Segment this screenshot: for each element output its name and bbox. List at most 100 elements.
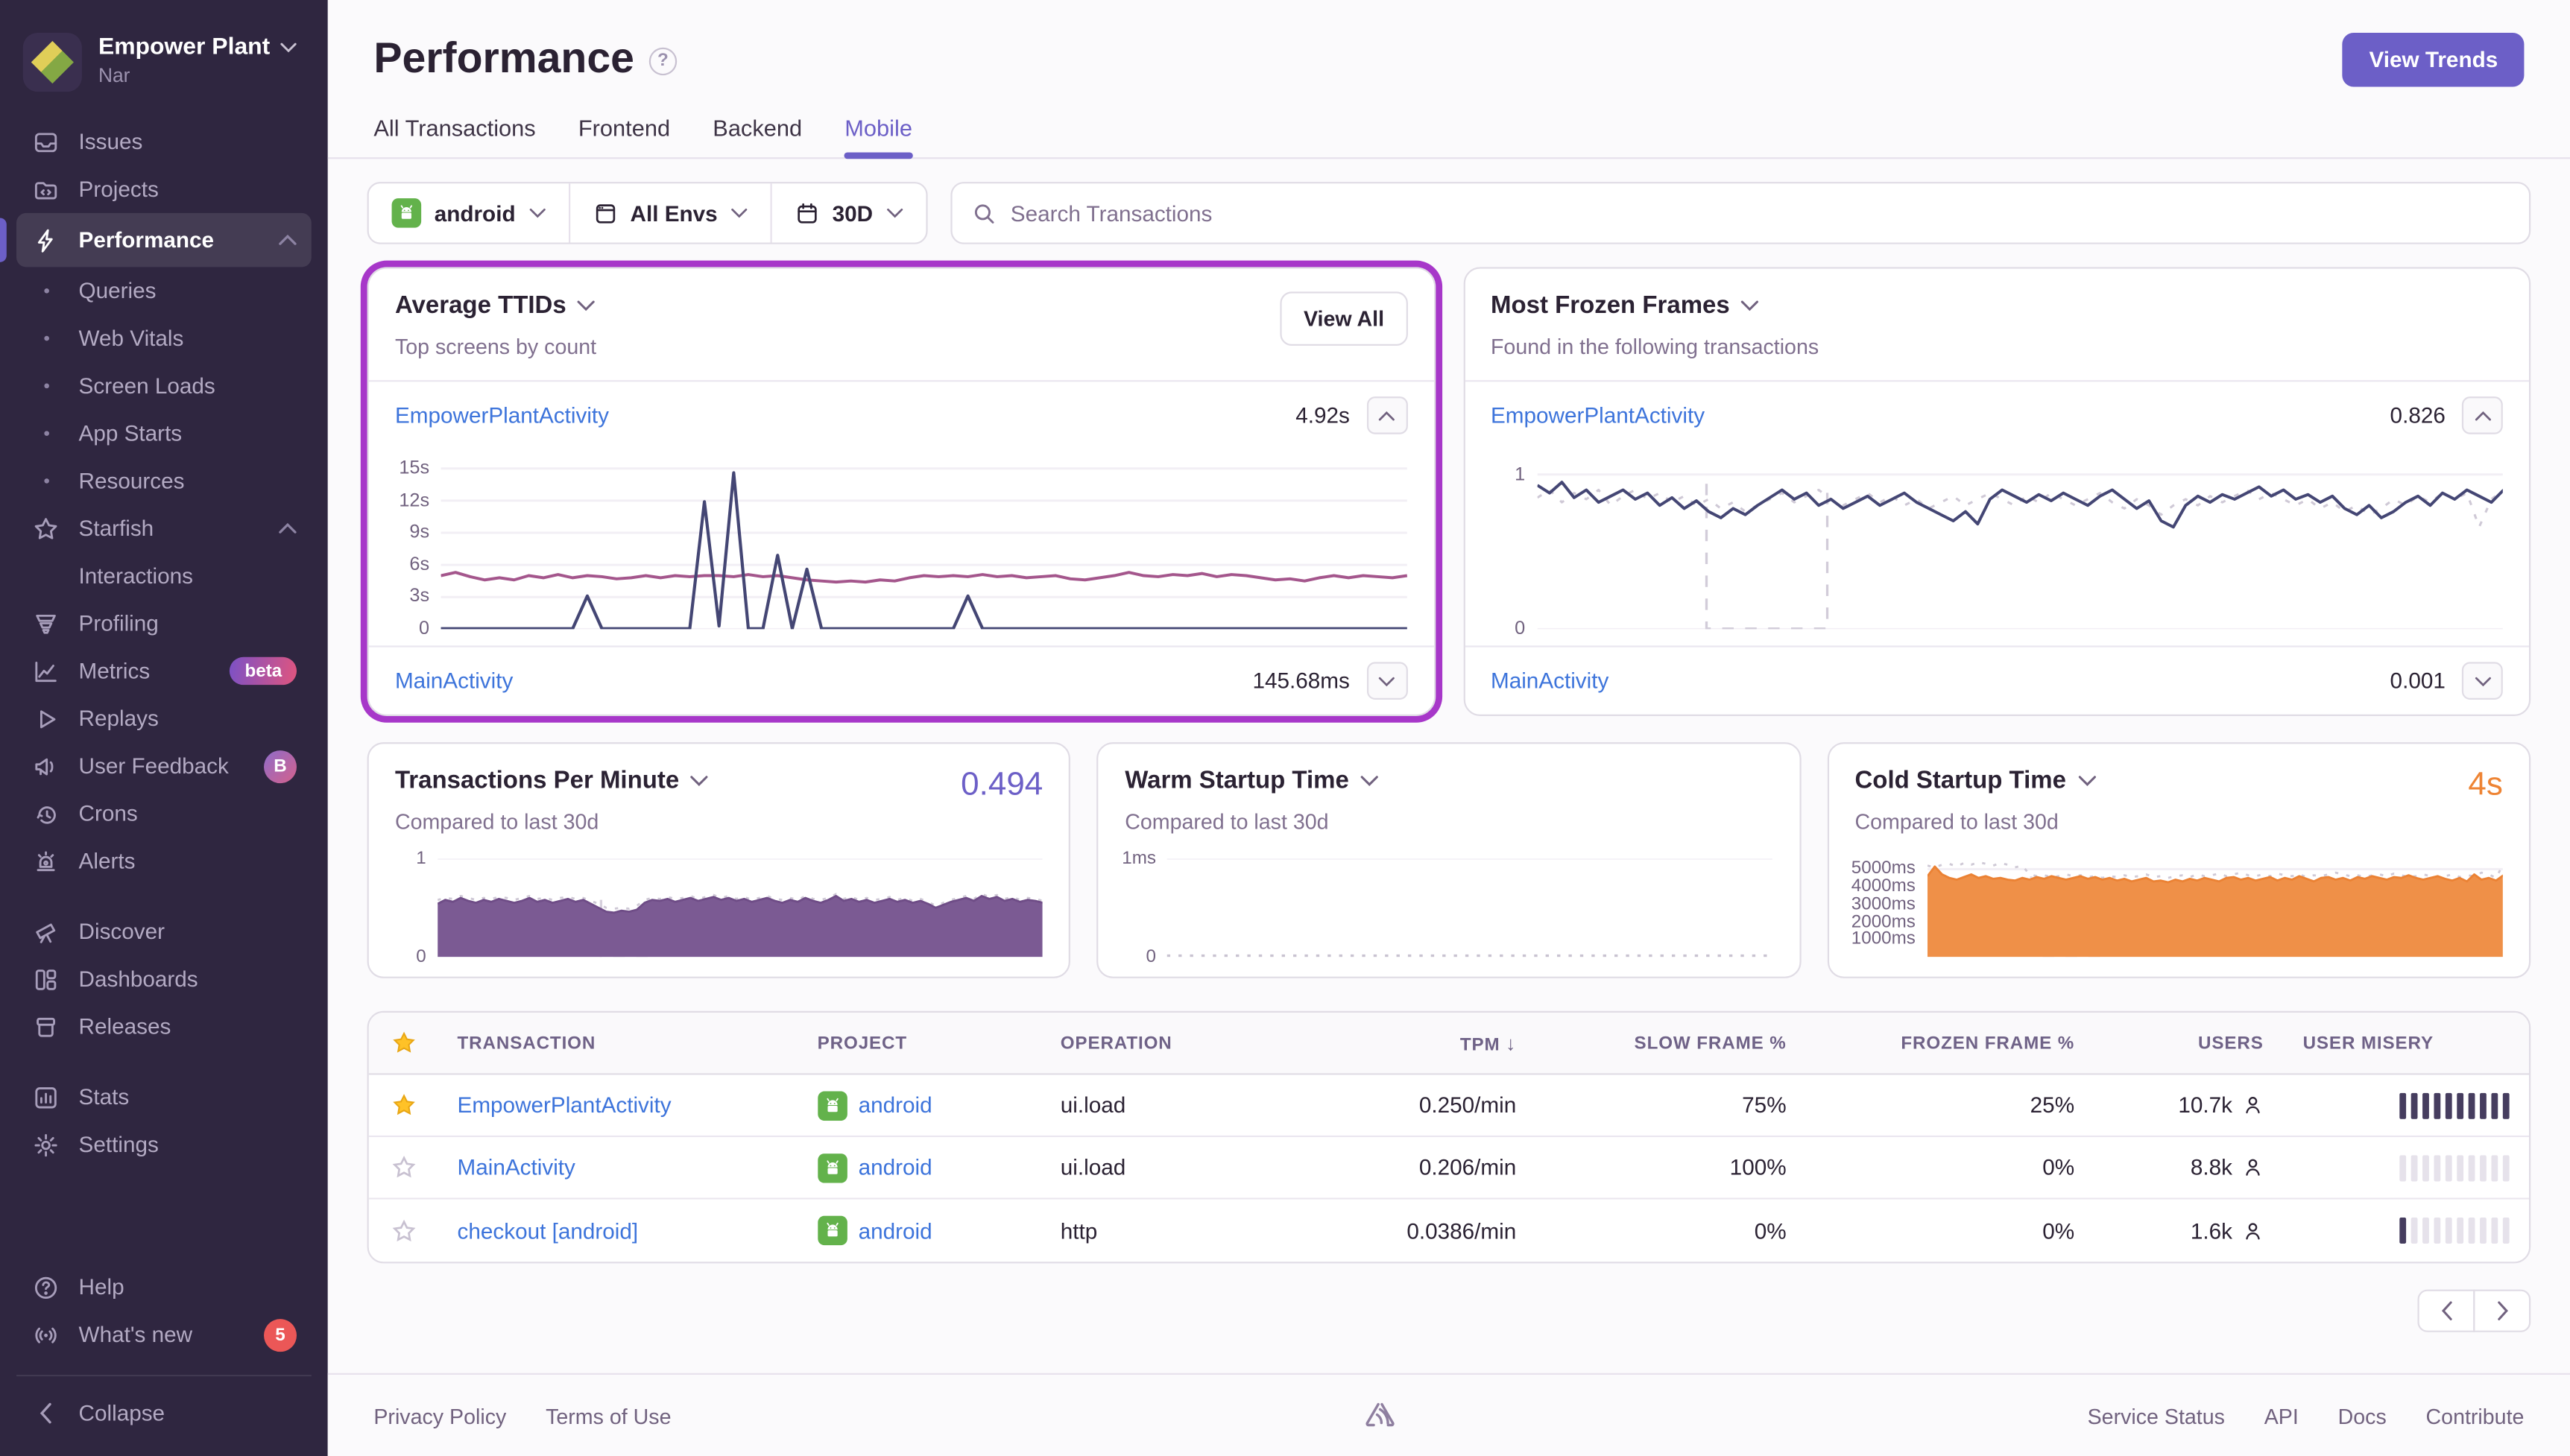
- sidebar-item-interactions[interactable]: Interactions: [16, 552, 312, 600]
- sort-desc-icon: ↓: [1506, 1031, 1517, 1055]
- line-chart: [1167, 858, 1772, 957]
- view-all-button[interactable]: View All: [1281, 291, 1407, 346]
- user-misery-bars: [2283, 1154, 2529, 1181]
- col-slow-frame[interactable]: SLOW FRAME %: [1634, 1033, 1787, 1053]
- sidebar-item-releases[interactable]: Releases: [16, 1003, 312, 1051]
- docs-link[interactable]: Docs: [2337, 1403, 2387, 1428]
- col-users[interactable]: USERS: [2198, 1033, 2264, 1053]
- tpm-cell: 0.206/min: [1418, 1155, 1517, 1180]
- favorite-column-header[interactable]: [369, 1031, 438, 1055]
- col-user-misery[interactable]: USER MISERY: [2302, 1033, 2434, 1053]
- expand-chevron-button[interactable]: [1365, 662, 1407, 700]
- col-frozen-frame[interactable]: FROZEN FRAME %: [1901, 1033, 2075, 1053]
- sidebar-item-stats[interactable]: Stats: [16, 1073, 312, 1121]
- favorite-star[interactable]: [369, 1093, 438, 1118]
- area-chart: [1927, 858, 2503, 958]
- transaction-link[interactable]: EmpowerPlantActivity: [457, 1092, 672, 1118]
- cold-startup-card: Cold Startup Time Compared to last 30d 4…: [1827, 742, 2531, 978]
- chevron-down-icon: [730, 208, 747, 218]
- project-link[interactable]: android: [858, 1092, 932, 1118]
- tpm-title[interactable]: Transactions Per Minute: [395, 767, 709, 795]
- transaction-link[interactable]: MainActivity: [394, 668, 514, 694]
- chevron-down-icon: [691, 775, 709, 786]
- cold-startup-title[interactable]: Cold Startup Time: [1854, 767, 2096, 795]
- slow-frame-cell: 100%: [1729, 1155, 1787, 1180]
- sidebar-item-queries[interactable]: Queries: [16, 267, 312, 314]
- environment-filter-value: All Envs: [630, 200, 718, 226]
- col-tpm[interactable]: TPM ↓: [1459, 1031, 1517, 1055]
- sidebar-item-whats-new[interactable]: What's new 5: [16, 1311, 312, 1358]
- sidebar-item-metrics[interactable]: Metrics beta: [16, 648, 312, 695]
- sidebar-item-replays[interactable]: Replays: [16, 694, 312, 742]
- sidebar-item-performance[interactable]: Performance: [0, 212, 312, 268]
- org-switcher[interactable]: Empower Plant Nar: [0, 19, 328, 118]
- project-filter[interactable]: android: [369, 183, 568, 242]
- view-trends-button[interactable]: View Trends: [2343, 32, 2525, 87]
- next-page-button[interactable]: [2473, 1289, 2531, 1332]
- transaction-link[interactable]: MainActivity: [457, 1155, 575, 1180]
- project-link[interactable]: android: [858, 1218, 932, 1243]
- transaction-link[interactable]: EmpowerPlantActivity: [394, 402, 610, 428]
- environment-filter[interactable]: All Envs: [567, 183, 770, 243]
- sidebar-collapse-button[interactable]: Collapse: [16, 1390, 312, 1437]
- collapse-chevron-button[interactable]: [1365, 396, 1407, 434]
- transaction-link[interactable]: checkout [android]: [457, 1218, 639, 1243]
- sidebar-item-crons[interactable]: Crons: [16, 790, 312, 838]
- sidebar-item-screen-loads[interactable]: Screen Loads: [16, 362, 312, 410]
- col-project[interactable]: PROJECT: [817, 1033, 908, 1053]
- sidebar-item-dashboards[interactable]: Dashboards: [16, 955, 312, 1003]
- api-link[interactable]: API: [2264, 1403, 2299, 1428]
- bullet-dot: [31, 325, 61, 351]
- tab-mobile[interactable]: Mobile: [844, 115, 913, 159]
- col-operation[interactable]: OPERATION: [1060, 1033, 1172, 1053]
- privacy-policy-link[interactable]: Privacy Policy: [373, 1403, 507, 1428]
- frozen-frames-title[interactable]: Most Frozen Frames: [1491, 291, 1819, 320]
- search-input[interactable]: [1010, 200, 2510, 226]
- page-footer: Privacy Policy Terms of Use Service Stat…: [327, 1373, 2570, 1456]
- metrics-chart-icon: [31, 658, 61, 684]
- bullet-dot: [31, 373, 61, 399]
- android-icon: [817, 1090, 847, 1121]
- sidebar-item-projects[interactable]: Projects: [16, 165, 312, 213]
- favorite-star[interactable]: [369, 1155, 438, 1180]
- star-icon: [31, 516, 61, 542]
- sidebar-item-issues[interactable]: Issues: [16, 118, 312, 165]
- sidebar-item-discover[interactable]: Discover: [16, 908, 312, 955]
- favorite-star[interactable]: [369, 1218, 438, 1243]
- users-cell: 1.6k: [2094, 1218, 2284, 1243]
- prev-page-button[interactable]: [2417, 1289, 2475, 1332]
- sidebar-item-label: Releases: [78, 1014, 171, 1039]
- expand-chevron-button[interactable]: [2461, 662, 2503, 700]
- sidebar-item-user-feedback[interactable]: User Feedback B: [16, 742, 312, 790]
- sidebar-item-starfish[interactable]: Starfish: [16, 504, 312, 552]
- tab-frontend[interactable]: Frontend: [578, 114, 671, 142]
- sidebar-item-label: Discover: [78, 919, 165, 944]
- sidebar-item-app-starts[interactable]: App Starts: [16, 410, 312, 458]
- project-link[interactable]: android: [858, 1155, 932, 1180]
- contribute-link[interactable]: Contribute: [2425, 1403, 2525, 1428]
- slow-frame-cell: 0%: [1754, 1218, 1787, 1243]
- service-status-link[interactable]: Service Status: [2087, 1403, 2225, 1428]
- transaction-link[interactable]: MainActivity: [1490, 668, 1609, 694]
- sidebar-item-help[interactable]: Help: [16, 1263, 312, 1311]
- calendar-icon: [795, 200, 819, 225]
- spacer: [31, 563, 61, 589]
- terms-of-use-link[interactable]: Terms of Use: [546, 1403, 672, 1428]
- help-question-icon[interactable]: ?: [648, 46, 678, 75]
- avg-ttids-title[interactable]: Average TTIDs: [395, 291, 596, 320]
- warm-startup-title[interactable]: Warm Startup Time: [1125, 767, 1378, 795]
- search-transactions[interactable]: [950, 182, 2531, 244]
- sidebar-item-settings[interactable]: Settings: [16, 1121, 312, 1168]
- sidebar-item-web-vitals[interactable]: Web Vitals: [16, 314, 312, 362]
- sidebar-item-alerts[interactable]: Alerts: [16, 838, 312, 885]
- date-range-filter[interactable]: 30D: [770, 183, 925, 243]
- tab-all-transactions[interactable]: All Transactions: [373, 114, 536, 142]
- sidebar-item-profiling[interactable]: Profiling: [16, 600, 312, 648]
- tab-backend[interactable]: Backend: [713, 114, 803, 142]
- collapse-chevron-button[interactable]: [2461, 396, 2503, 434]
- sidebar-item-label: Replays: [78, 706, 159, 731]
- transaction-link[interactable]: EmpowerPlantActivity: [1490, 402, 1705, 428]
- col-transaction[interactable]: TRANSACTION: [457, 1033, 596, 1053]
- help-icon: [31, 1274, 61, 1300]
- sidebar-item-resources[interactable]: Resources: [16, 458, 312, 505]
